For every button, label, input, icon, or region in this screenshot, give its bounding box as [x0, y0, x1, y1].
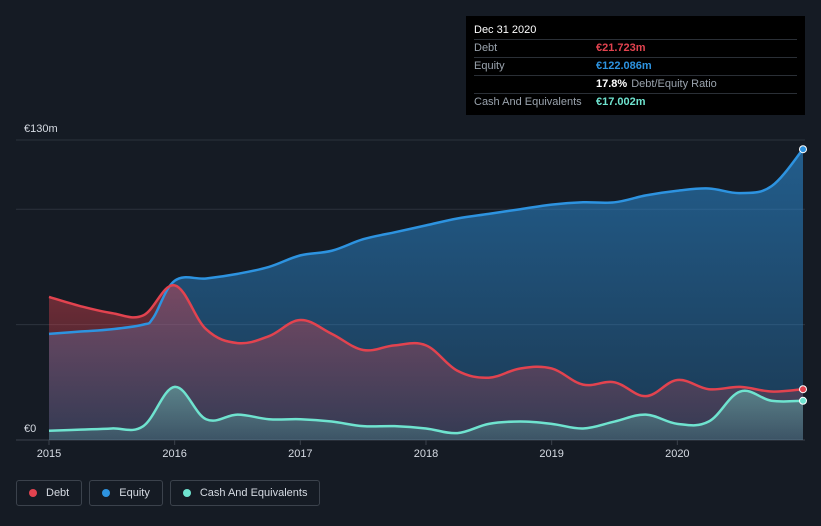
y-axis-top-label: €130m	[24, 123, 58, 135]
tooltip-debt-label: Debt	[474, 42, 498, 54]
series-areas	[49, 149, 803, 440]
tooltip-debt-row: Debt €21.723m	[474, 40, 797, 58]
cash-line	[48, 385, 804, 435]
tooltip-ratio-label: Debt/Equity Ratio	[631, 78, 717, 90]
x-tick-label: 2020	[665, 448, 689, 460]
x-tick-label: 2018	[414, 448, 438, 460]
tooltip-cash-row: Cash And Equivalents €17.002m	[474, 94, 797, 111]
tooltip-equity-value: €122.086m	[596, 60, 652, 72]
cash-end-marker[interactable]	[799, 396, 807, 405]
tooltip-cash-label: Cash And Equivalents	[474, 96, 582, 108]
tooltip-equity-row: Equity €122.086m	[474, 58, 797, 76]
tooltip-date: Dec 31 2020	[474, 22, 797, 40]
legend-debt-label: Debt	[46, 487, 70, 499]
x-tick-label: 2015	[37, 448, 61, 460]
legend-item-equity[interactable]: Equity	[89, 480, 163, 506]
cash-area	[49, 386, 803, 440]
tooltip-ratio-value: 17.8%	[596, 78, 628, 90]
data-tooltip: Dec 31 2020 Debt €21.723m Equity €122.08…	[466, 16, 805, 115]
tooltip-cash-value: €17.002m	[596, 96, 646, 108]
series-lines	[48, 148, 804, 435]
debt-line	[48, 284, 804, 398]
series-end-markers	[799, 145, 807, 405]
tooltip-ratio-row: 17.8% Debt/Equity Ratio	[474, 76, 797, 94]
equity-dot-icon	[102, 489, 111, 497]
equity-line	[48, 148, 804, 336]
tooltip-debt-value: €21.723m	[596, 42, 646, 54]
equity-end-marker[interactable]	[799, 145, 807, 154]
legend-equity-label: Equity	[119, 487, 150, 499]
x-axis-ticks: 2015 2016 2017 2018 2019 2020	[37, 440, 690, 460]
legend-cash-label: Cash And Equivalents	[199, 487, 308, 499]
cash-dot-icon	[182, 489, 191, 497]
legend-item-debt[interactable]: Debt	[16, 480, 83, 506]
chart-legend: Debt Equity Cash And Equivalents	[16, 480, 321, 506]
tooltip-equity-label: Equity	[474, 60, 505, 72]
y-axis-zero-label: €0	[24, 423, 36, 435]
x-tick-label: 2019	[539, 448, 563, 460]
debt-dot-icon	[29, 489, 37, 497]
legend-item-cash[interactable]: Cash And Equivalents	[169, 480, 321, 506]
x-tick-label: 2016	[162, 448, 186, 460]
debt-area	[49, 285, 803, 440]
debt-end-marker[interactable]	[799, 385, 807, 394]
x-tick-label: 2017	[288, 448, 312, 460]
